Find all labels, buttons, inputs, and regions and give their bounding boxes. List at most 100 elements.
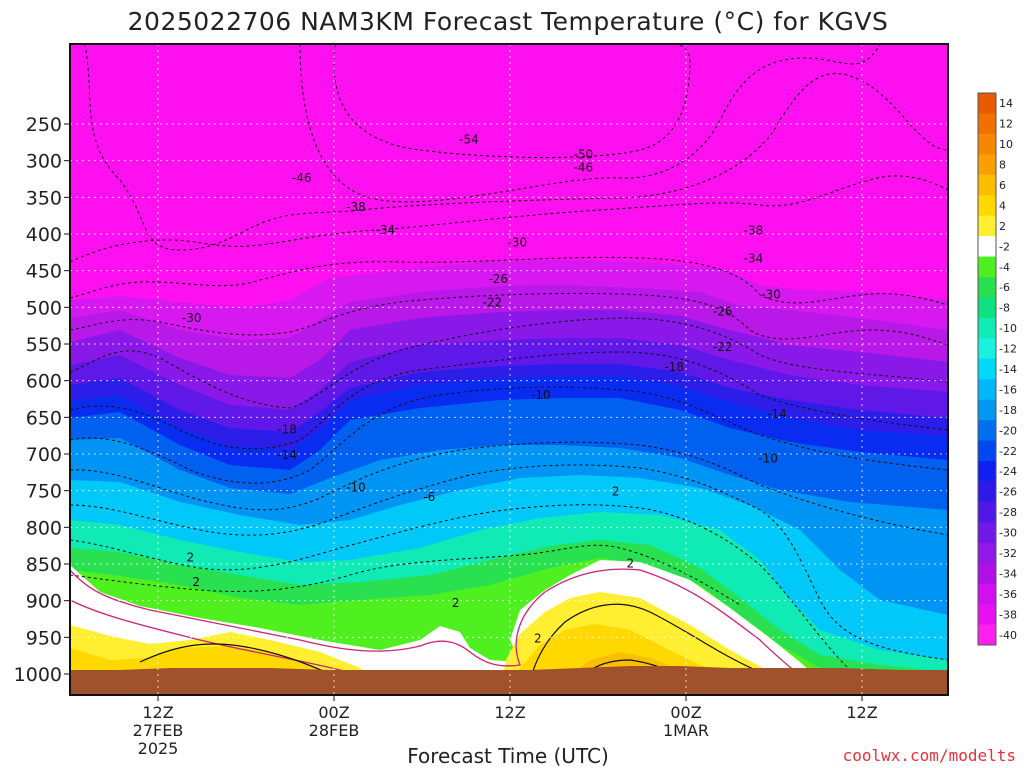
y-tick-label: 900 — [26, 591, 62, 613]
isotherm-label: -38 — [744, 224, 764, 238]
isotherm-label: -54 — [459, 133, 479, 147]
isotherm-line-6 — [70, 544, 741, 606]
isotherm-label: 2 — [612, 485, 620, 499]
credit-text: coolwx.com/modelts — [843, 746, 1016, 765]
colorbar-swatch — [978, 236, 996, 258]
colorbar-label: -34 — [999, 567, 1017, 580]
isotherm-label: -10 — [758, 452, 778, 466]
isotherm-label: -10 — [346, 480, 366, 494]
y-tick-label: 600 — [26, 371, 62, 393]
isotherm-label: -34 — [744, 251, 764, 265]
colorbar-swatch — [978, 93, 996, 114]
x-tick-label: 12Z — [846, 703, 877, 722]
isotherm-label: -50 — [574, 147, 594, 161]
colorbar-swatch — [978, 420, 996, 442]
x-tick-label: 00Z — [670, 703, 701, 722]
isotherm-line-22 — [70, 386, 948, 484]
isotherm-line-42 — [70, 175, 948, 263]
isotherm-label: -10 — [531, 388, 551, 402]
isotherm-label: -14 — [277, 448, 297, 462]
isotherm-line-10 — [70, 504, 849, 669]
colorbar-swatch — [978, 461, 996, 482]
plot-frame — [69, 43, 949, 696]
isotherm-line-54 — [333, 44, 691, 158]
isotherm-line-38a — [70, 256, 948, 306]
colorbar-label: 2 — [999, 220, 1006, 233]
colorbar-swatch — [978, 379, 996, 401]
colorbar-label: 14 — [999, 97, 1013, 110]
isotherm-label: -46 — [292, 171, 312, 185]
colorbar-label: -12 — [999, 343, 1017, 356]
isotherm-line-46 — [84, 44, 948, 251]
colorbar-frame — [977, 92, 997, 646]
x-tick-label: 1MAR — [663, 721, 709, 740]
colorbar-label: -24 — [999, 465, 1017, 478]
colorbar-swatch — [978, 481, 996, 503]
isotherm-label: -26 — [713, 304, 733, 318]
y-tick-label: 400 — [26, 224, 62, 246]
colorbar-label: -14 — [999, 363, 1017, 376]
y-tick-label: 300 — [26, 151, 62, 173]
isotherm-label: -18 — [277, 422, 297, 436]
colorbar-swatch — [978, 563, 996, 585]
colorbar-swatch — [978, 133, 996, 155]
isotherm-label: -26 — [488, 272, 508, 286]
colorbar-label: -2 — [999, 240, 1010, 253]
colorbar-swatch — [978, 624, 996, 646]
isotherm-label: -18 — [664, 360, 684, 374]
colorbar-label: -6 — [999, 281, 1010, 294]
y-tick-label: 750 — [26, 481, 62, 503]
colorbar-label: -4 — [999, 261, 1010, 274]
colorbar-label: -8 — [999, 302, 1010, 315]
isotherm-label: -46 — [574, 161, 594, 175]
colorbar-swatch — [978, 522, 996, 544]
isotherm-label: 2 — [192, 575, 200, 589]
colorbar-label: -20 — [999, 424, 1017, 437]
colorbar-label: -30 — [999, 527, 1017, 540]
colorbar-label: -10 — [999, 322, 1017, 335]
colorbar-label: -16 — [999, 383, 1017, 396]
y-tick-label: 350 — [26, 187, 62, 209]
colorbar-label: -40 — [999, 629, 1017, 642]
y-tick-label: 850 — [26, 554, 62, 576]
x-axis-title: Forecast Time (UTC) — [407, 744, 609, 768]
isotherm-label: -34 — [376, 223, 396, 237]
colorbar: 14 12 10 8 6 4 2 -2 -4 -6 -8 -10 -12 -14 -16 -18 -20 -22 -… — [977, 92, 1017, 646]
x-tick-label: 28FEB — [309, 721, 360, 740]
x-tick-label: 2025 — [138, 739, 179, 758]
isotherm-label: -14 — [767, 407, 787, 421]
isotherm-label: 2 — [452, 596, 460, 610]
isotherm-line-18 — [70, 441, 948, 536]
x-tick-label: 12Z — [142, 703, 173, 722]
colorbar-label: 10 — [999, 138, 1013, 151]
y-tick-label: 700 — [26, 444, 62, 466]
colorbar-swatch — [978, 317, 996, 339]
colorbar-swatch — [978, 154, 996, 176]
colorbar-label: 4 — [999, 199, 1006, 212]
isotherm-line-34 — [70, 292, 948, 346]
colorbar-label: 12 — [999, 118, 1013, 131]
colorbar-swatch — [978, 583, 996, 605]
isotherm-label: -22 — [713, 340, 733, 354]
colorbar-swatch — [978, 277, 996, 298]
y-tick-label: 550 — [26, 334, 62, 356]
isotherm-label: 2 — [186, 551, 194, 565]
colorbar-label: -28 — [999, 506, 1017, 519]
colorbar-swatch — [978, 256, 996, 278]
colorbar-swatch — [978, 542, 996, 564]
y-tick-label: 450 — [26, 261, 62, 283]
isotherm-label: -30 — [761, 287, 781, 301]
colorbar-swatch — [978, 358, 996, 380]
colorbar-label: -36 — [999, 588, 1017, 601]
colorbar-swatch — [978, 297, 996, 319]
colorbar-swatch — [978, 215, 996, 237]
y-tick-label: 500 — [26, 297, 62, 319]
colorbar-swatch — [978, 399, 996, 421]
y-tick-label: 250 — [26, 114, 62, 136]
y-tick-label: 1000 — [14, 664, 62, 686]
colorbar-swatch — [978, 604, 996, 626]
isotherm-label: -30 — [182, 311, 202, 325]
colorbar-swatch — [978, 174, 996, 196]
colorbar-label: -22 — [999, 445, 1017, 458]
